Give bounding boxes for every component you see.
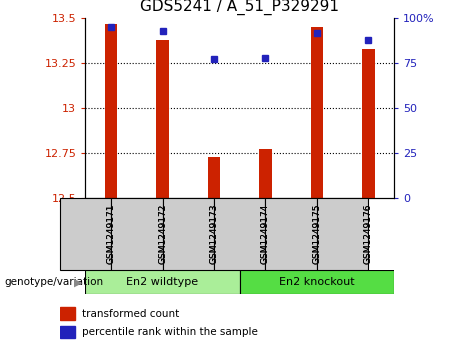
Text: GSM1249171: GSM1249171 <box>106 204 116 264</box>
Text: genotype/variation: genotype/variation <box>5 277 104 287</box>
Text: GSM1249175: GSM1249175 <box>313 204 321 264</box>
Bar <box>266 198 317 270</box>
Title: GDS5241 / A_51_P329291: GDS5241 / A_51_P329291 <box>140 0 339 15</box>
Bar <box>60 307 75 320</box>
Text: percentile rank within the sample: percentile rank within the sample <box>82 327 258 337</box>
Text: GSM1249172: GSM1249172 <box>158 204 167 264</box>
Text: transformed count: transformed count <box>82 309 179 319</box>
Bar <box>207 156 220 198</box>
Bar <box>317 198 368 270</box>
Text: GSM1249174: GSM1249174 <box>261 204 270 264</box>
Text: GSM1249176: GSM1249176 <box>364 204 373 264</box>
Bar <box>59 198 111 270</box>
Bar <box>214 198 266 270</box>
Text: GSM1249175: GSM1249175 <box>313 204 321 264</box>
Text: En2 knockout: En2 knockout <box>279 277 355 287</box>
Bar <box>240 270 394 294</box>
Bar <box>105 24 118 198</box>
Text: GSM1249172: GSM1249172 <box>158 204 167 264</box>
Bar <box>162 198 214 270</box>
Text: En2 wildtype: En2 wildtype <box>126 277 199 287</box>
Bar <box>111 198 162 270</box>
Bar <box>156 40 169 198</box>
Bar <box>259 149 272 198</box>
Bar <box>311 27 323 198</box>
Text: ▶: ▶ <box>74 277 82 287</box>
Bar <box>362 49 375 198</box>
Text: GSM1249173: GSM1249173 <box>209 204 219 264</box>
Text: GSM1249176: GSM1249176 <box>364 204 373 264</box>
Text: GSM1249174: GSM1249174 <box>261 204 270 264</box>
Bar <box>85 270 240 294</box>
Bar <box>60 326 75 338</box>
Text: GSM1249173: GSM1249173 <box>209 204 219 264</box>
Text: GSM1249171: GSM1249171 <box>106 204 116 264</box>
